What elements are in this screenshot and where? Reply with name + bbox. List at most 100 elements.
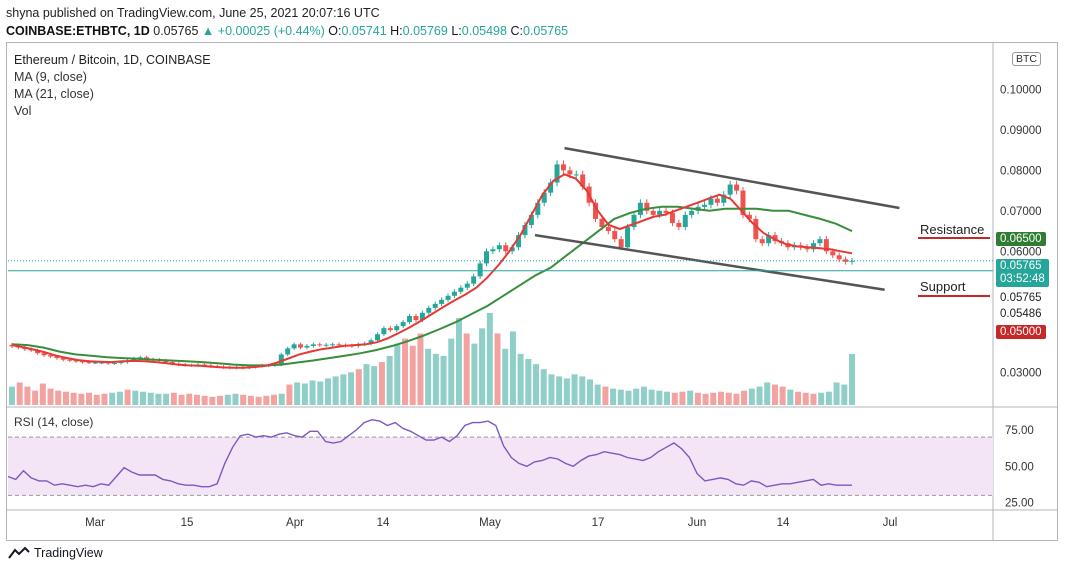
- volume-bar: [455, 318, 462, 405]
- candle-body: [413, 316, 419, 321]
- candle-body: [593, 202, 599, 219]
- candle-body: [285, 348, 291, 355]
- volume-bar: [440, 355, 447, 405]
- volume-bar: [348, 372, 355, 405]
- candle-body: [60, 358, 66, 360]
- volume-bar: [625, 390, 632, 405]
- candle-body: [291, 344, 297, 349]
- volume-bar: [116, 391, 123, 405]
- price-tick-label: 0.10000: [1000, 84, 1042, 96]
- volume-bar: [586, 379, 593, 405]
- volume-bar: [610, 388, 617, 405]
- candle-body: [92, 362, 98, 364]
- chart-header: shyna published on TradingView.com, June…: [6, 4, 568, 40]
- volume-bar: [779, 386, 786, 405]
- candle-body: [330, 344, 336, 346]
- volume-bar: [93, 394, 100, 405]
- volume-bar: [417, 333, 424, 405]
- volume-bar: [70, 392, 77, 405]
- price-label-2: 0.05765: [996, 291, 1046, 305]
- volume-bar: [294, 382, 301, 405]
- lower-channel-line: [534, 233, 885, 291]
- candle-body: [689, 210, 695, 215]
- candle-body: [727, 184, 733, 195]
- volume-bar: [355, 369, 362, 405]
- volume-bar: [525, 359, 532, 405]
- volume-bar: [764, 382, 771, 405]
- rsi-tick-label: 25.00: [1005, 498, 1034, 510]
- candle-body: [105, 362, 111, 364]
- volume-bar: [425, 348, 432, 405]
- candle-body: [484, 251, 490, 264]
- candle-body: [708, 198, 714, 205]
- candle-body: [676, 222, 682, 228]
- legend-title: Ethereum / Bitcoin, 1D, COINBASE: [14, 53, 211, 67]
- candle-body: [657, 210, 663, 215]
- candle-body: [605, 227, 611, 232]
- candle-body: [509, 247, 515, 252]
- chart-frame[interactable]: [6, 42, 1058, 541]
- volume-bar: [486, 313, 493, 405]
- candle-body: [811, 243, 817, 250]
- candle-body: [772, 235, 778, 242]
- currency-badge[interactable]: BTC: [1012, 52, 1041, 66]
- volume-bar: [479, 328, 486, 405]
- candle-body: [528, 214, 534, 225]
- legend-ma9[interactable]: MA (9, close): [14, 70, 87, 84]
- candle-body: [554, 164, 560, 183]
- open-label: O:: [328, 24, 342, 38]
- candle-body: [535, 202, 541, 215]
- volume-bar: [741, 390, 748, 405]
- volume-bar: [548, 374, 555, 405]
- upper-channel-line: [564, 146, 900, 210]
- last-price: 0.05765: [153, 24, 199, 38]
- footer-branding[interactable]: TradingView: [8, 546, 103, 560]
- candle-body: [702, 204, 708, 207]
- volume-bar: [9, 386, 15, 405]
- volume-bar: [286, 384, 293, 405]
- candle-body: [144, 357, 150, 360]
- legend-vol[interactable]: Vol: [14, 104, 32, 118]
- candle-body: [663, 210, 669, 213]
- candle-body: [516, 235, 522, 248]
- volume-bar: [733, 393, 740, 405]
- volume-bar: [841, 384, 848, 405]
- candle-body: [580, 174, 586, 187]
- candle-body: [99, 362, 105, 364]
- price-change: ▲ +0.00025 (+0.44%): [201, 24, 325, 38]
- candle-body: [323, 344, 329, 346]
- time-tick-label: 17: [592, 517, 605, 529]
- legend-ma21[interactable]: MA (21, close): [14, 87, 94, 101]
- volume-bar: [178, 394, 185, 405]
- volume-bar: [679, 391, 686, 405]
- volume-bar: [255, 396, 262, 405]
- resistance-annotation: Resistance: [920, 222, 985, 237]
- candle-body: [451, 291, 457, 296]
- volume-bar: [818, 392, 825, 405]
- time-tick-label: Jun: [688, 517, 707, 529]
- candle-body: [759, 239, 765, 244]
- price-label-3: 0.05486: [996, 307, 1046, 321]
- rsi-tick-label: 50.00: [1005, 461, 1034, 473]
- candle-body: [304, 345, 310, 348]
- candle-body: [464, 283, 470, 288]
- volume-bar: [656, 390, 663, 405]
- rsi-legend[interactable]: RSI (14, close): [14, 415, 94, 429]
- candle-body: [317, 344, 323, 346]
- volume-bar: [563, 378, 570, 405]
- candle-body: [336, 344, 342, 346]
- high-value: 0.05769: [402, 24, 448, 38]
- volume-bar: [671, 392, 678, 405]
- candle-body: [137, 357, 143, 359]
- candle-body: [721, 194, 727, 203]
- candle-body: [86, 362, 92, 364]
- candle-body: [278, 354, 284, 365]
- candle-body: [830, 251, 836, 256]
- volume-bar: [78, 393, 85, 405]
- volume-bar: [664, 391, 671, 405]
- support-annotation: Support: [920, 279, 966, 294]
- volume-bar: [170, 392, 177, 405]
- volume-bar: [556, 376, 563, 405]
- volume-bar: [163, 393, 170, 405]
